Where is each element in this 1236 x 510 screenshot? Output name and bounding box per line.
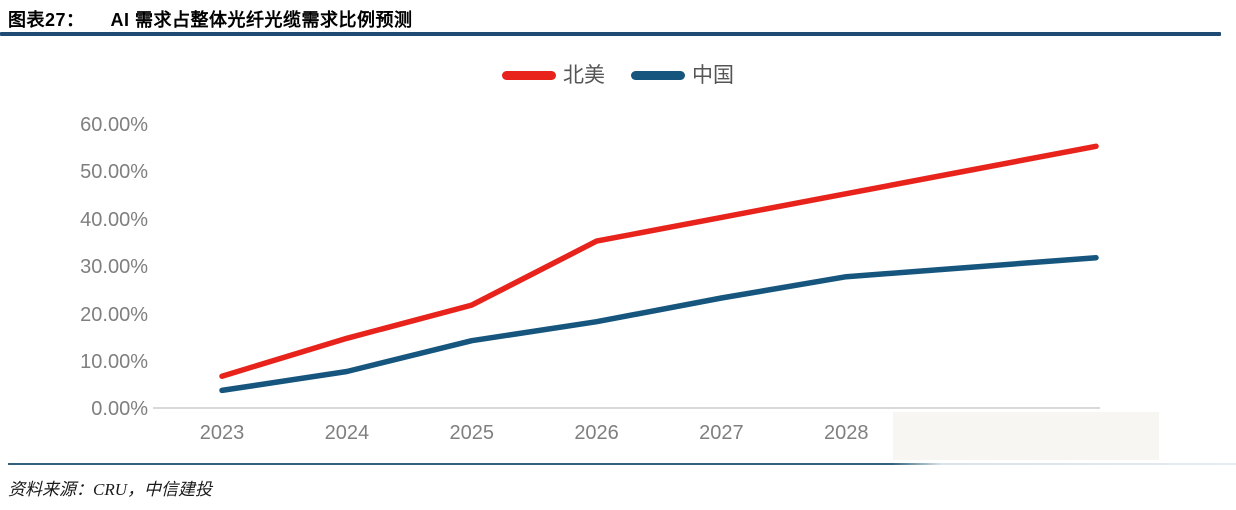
legend-item-china: 中国 [631,65,734,86]
figure-header: 图表27： AI 需求占整体光纤光缆需求比例预测 [8,6,1228,32]
x-tick-label: 2026 [574,422,619,444]
title-rule-divider [0,32,1221,36]
chart-legend: 北美 中国 [0,60,1236,90]
legend-swatch-north-america [502,70,556,80]
legend-swatch-china [631,70,685,80]
figure-title: AI 需求占整体光纤光缆需求比例预测 [110,10,413,30]
x-tick-label: 2025 [449,422,494,444]
series-line-china [219,254,1099,394]
x-tick-label: 2024 [324,422,370,444]
legend-label-china: 中国 [692,63,734,87]
x-tick-label: 2028 [824,422,869,444]
legend-label-north-america: 北美 [563,63,605,87]
source-note: 资料来源：CRU，中信建投 [8,480,212,499]
x-tick-label: 2023 [199,422,245,444]
x-tick-label: 2027 [699,422,744,444]
y-tick-label: 0.00% [91,398,148,421]
y-tick-label: 40.00% [80,208,148,231]
figure-number-label: 图表27： [8,10,85,30]
footer-rule-divider [8,463,1236,465]
y-tick-label: 10.00% [80,351,148,373]
y-tick-label: 20.00% [80,303,148,326]
background-patch [893,412,1159,460]
y-tick-label: 50.00% [80,161,148,184]
x-axis-line [153,407,1100,409]
y-tick-label: 60.00% [80,114,148,136]
y-tick-label: 30.00% [80,256,148,279]
series-line-north-america [219,143,1099,379]
legend-item-north-america: 北美 [502,65,605,86]
